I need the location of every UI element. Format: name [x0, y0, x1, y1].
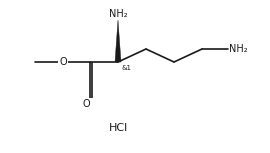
Text: NH₂: NH₂ [109, 9, 127, 19]
Text: HCl: HCl [108, 123, 128, 133]
Text: NH₂: NH₂ [229, 44, 248, 54]
Text: O: O [82, 99, 90, 109]
Text: O: O [59, 57, 67, 67]
Text: &1: &1 [121, 65, 131, 71]
Polygon shape [115, 20, 121, 62]
